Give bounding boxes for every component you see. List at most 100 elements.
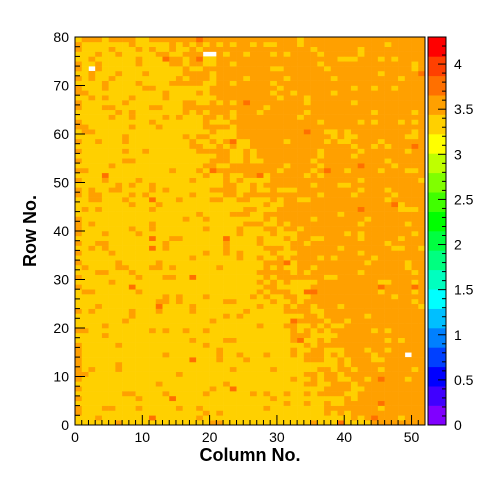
heatmap-cell: [270, 357, 278, 363]
heatmap-cell: [236, 66, 244, 72]
heatmap-cell: [364, 46, 372, 52]
heatmap-cell: [115, 80, 123, 86]
heatmap-cell: [175, 124, 183, 130]
heatmap-cell: [250, 357, 258, 363]
heatmap-cell: [216, 143, 224, 149]
heatmap-cell: [115, 294, 123, 300]
heatmap-cell: [297, 284, 305, 290]
heatmap-cell: [377, 337, 385, 343]
heatmap-cell: [297, 332, 305, 338]
heatmap-cell: [209, 70, 217, 77]
heatmap-cell: [149, 177, 157, 183]
heatmap-cell: [391, 235, 399, 241]
heatmap-cell: [357, 167, 365, 174]
y-tick-label: 50: [53, 175, 69, 191]
heatmap-cell: [115, 90, 123, 96]
heatmap-cell: [169, 119, 177, 125]
heatmap-cell: [384, 197, 392, 203]
heatmap-cell: [250, 415, 258, 421]
heatmap-cell: [155, 269, 163, 275]
heatmap-cell: [317, 332, 325, 338]
heatmap-cell: [404, 415, 412, 421]
heatmap-cell: [81, 284, 89, 290]
heatmap-cell: [75, 260, 83, 266]
heatmap-cell: [384, 347, 392, 353]
heatmap-cell: [155, 294, 163, 300]
heatmap-cell: [270, 66, 278, 72]
heatmap-cell: [398, 187, 406, 193]
heatmap-cell: [310, 158, 318, 164]
heatmap-cell: [128, 250, 136, 256]
heatmap-cell: [189, 332, 197, 338]
heatmap-cell: [216, 41, 224, 47]
heatmap-cell: [88, 70, 96, 77]
heatmap-cell: [135, 221, 143, 227]
heatmap-cell: [270, 395, 278, 402]
heatmap-cell: [216, 134, 224, 140]
heatmap-cell: [250, 400, 258, 406]
heatmap-cell: [384, 313, 392, 319]
heatmap-cell: [189, 114, 197, 120]
heatmap-cell: [303, 366, 311, 372]
heatmap-cell: [175, 226, 183, 232]
heatmap-cell: [236, 361, 244, 368]
heatmap-cell: [317, 240, 325, 246]
heatmap-cell: [398, 405, 406, 411]
heatmap-cell: [404, 221, 412, 227]
heatmap-cell: [256, 41, 264, 47]
heatmap-cell: [209, 332, 217, 338]
heatmap-cell: [175, 221, 183, 227]
heatmap-cell: [223, 172, 231, 178]
heatmap-cell: [250, 221, 258, 227]
heatmap-cell: [398, 400, 406, 406]
heatmap-cell: [101, 124, 109, 130]
heatmap-cell: [196, 352, 204, 358]
heatmap-cell: [169, 415, 177, 421]
heatmap-cell: [263, 66, 271, 72]
heatmap-cell: [162, 371, 170, 377]
heatmap-cell: [95, 400, 103, 406]
heatmap-cell: [404, 138, 412, 144]
heatmap-cell: [377, 371, 385, 377]
heatmap-cell: [337, 420, 345, 426]
heatmap-cell: [122, 405, 130, 411]
heatmap-cell: [391, 323, 399, 329]
heatmap-cell: [115, 318, 123, 324]
heatmap-cell: [135, 100, 143, 106]
heatmap-cell: [95, 46, 103, 52]
heatmap-cell: [128, 187, 136, 193]
heatmap-cell: [196, 119, 204, 125]
heatmap-cell: [384, 187, 392, 193]
heatmap-cell: [115, 206, 123, 212]
heatmap-cell: [236, 352, 244, 358]
heatmap-cell: [337, 100, 345, 106]
heatmap-cell: [223, 308, 231, 314]
heatmap-cell: [95, 90, 103, 96]
heatmap-cell: [236, 216, 244, 222]
heatmap-cell: [350, 240, 358, 246]
heatmap-cell: [128, 279, 136, 285]
heatmap-cell: [344, 318, 352, 324]
heatmap-cell: [162, 235, 170, 241]
heatmap-cell: [303, 255, 311, 261]
heatmap-cell: [276, 124, 284, 130]
heatmap-cell: [155, 337, 163, 343]
heatmap-cell: [229, 143, 237, 149]
heatmap-cell: [344, 138, 352, 144]
heatmap-cell: [196, 177, 204, 183]
heatmap-cell: [122, 366, 130, 372]
heatmap-cell: [344, 90, 352, 96]
heatmap-cell: [95, 163, 103, 169]
heatmap-cell: [310, 66, 318, 72]
heatmap-cell: [317, 337, 325, 343]
heatmap-cell: [290, 250, 298, 256]
heatmap-cell: [310, 80, 318, 86]
heatmap-cell: [350, 313, 358, 319]
heatmap-cell: [135, 376, 143, 382]
heatmap-cell: [81, 104, 89, 111]
heatmap-cell: [189, 143, 197, 149]
heatmap-cell: [135, 187, 143, 193]
heatmap-cell: [283, 197, 291, 203]
heatmap-cell: [115, 395, 123, 402]
heatmap-cell: [290, 264, 298, 271]
